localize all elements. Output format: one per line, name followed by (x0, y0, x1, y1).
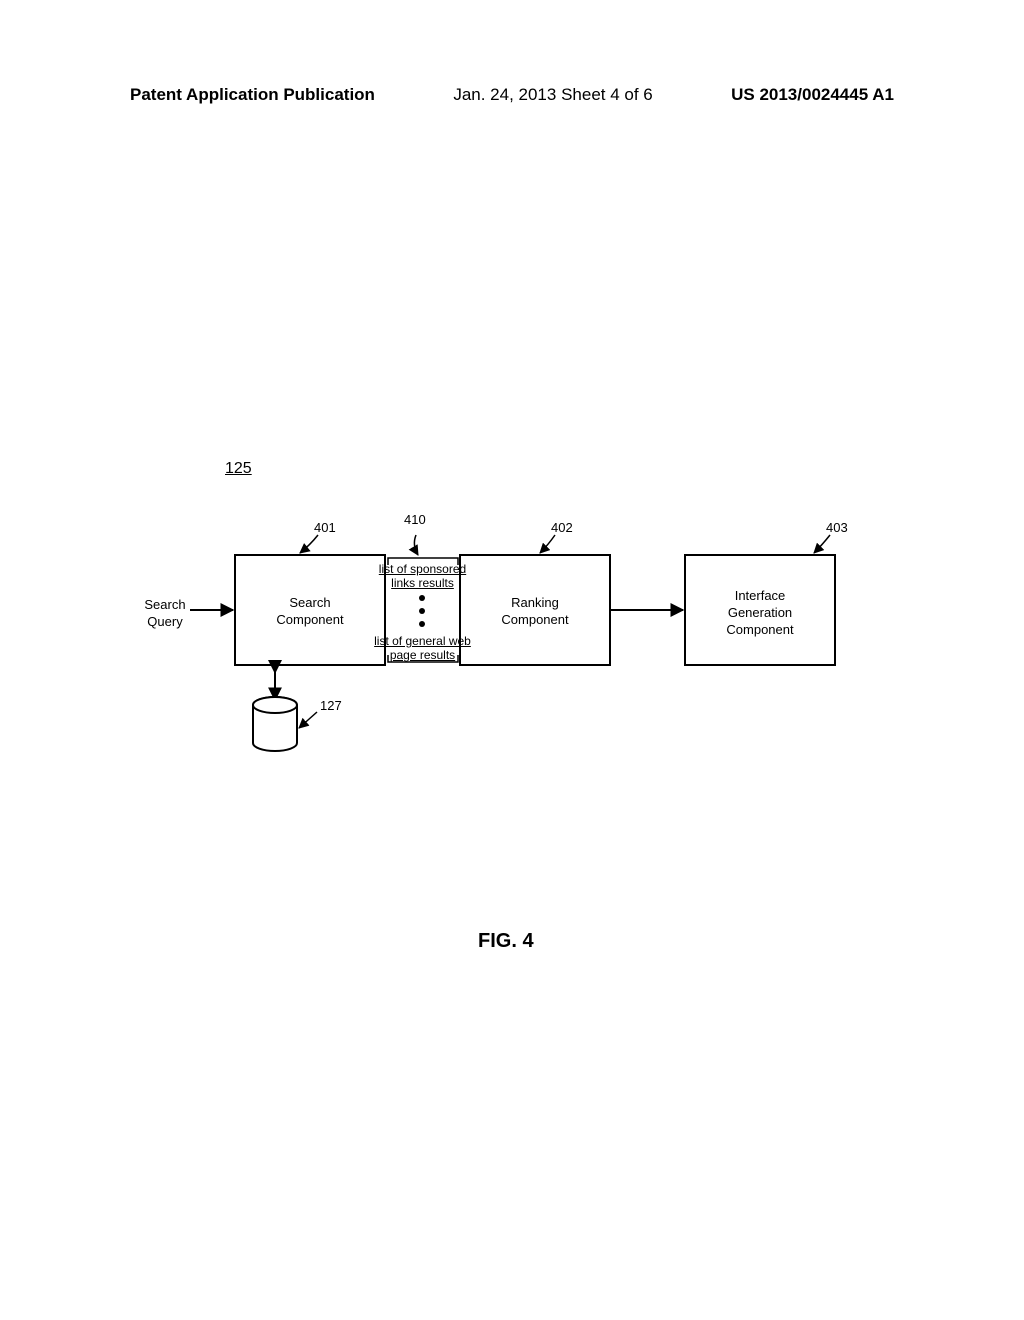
ref-403: 403 (826, 520, 848, 535)
general-label: list of general web page results (365, 634, 480, 662)
ref-403-line (814, 535, 830, 553)
interface-box-label: Interface Generation Component (685, 588, 835, 639)
ref-402: 402 (551, 520, 573, 535)
figure-caption: FIG. 4 (478, 930, 534, 953)
sponsored-label: list of sponsored links results (370, 562, 475, 590)
ref-402-line (540, 535, 555, 553)
dot-2 (419, 608, 425, 614)
ref-401: 401 (314, 520, 336, 535)
dot-3 (419, 621, 425, 627)
ranking-box-label: Ranking Component (460, 595, 610, 629)
input-label: Search Query (135, 597, 195, 631)
search-box-label: Search Component (235, 595, 385, 629)
db-top-over (253, 697, 297, 713)
ref-401-line (300, 535, 318, 553)
ref-127: 127 (320, 698, 342, 713)
ref-127-line (299, 712, 317, 728)
ref-410: 410 (404, 512, 426, 527)
ref-410-line (414, 535, 418, 555)
dot-1 (419, 595, 425, 601)
diagram-svg (0, 0, 1024, 1320)
